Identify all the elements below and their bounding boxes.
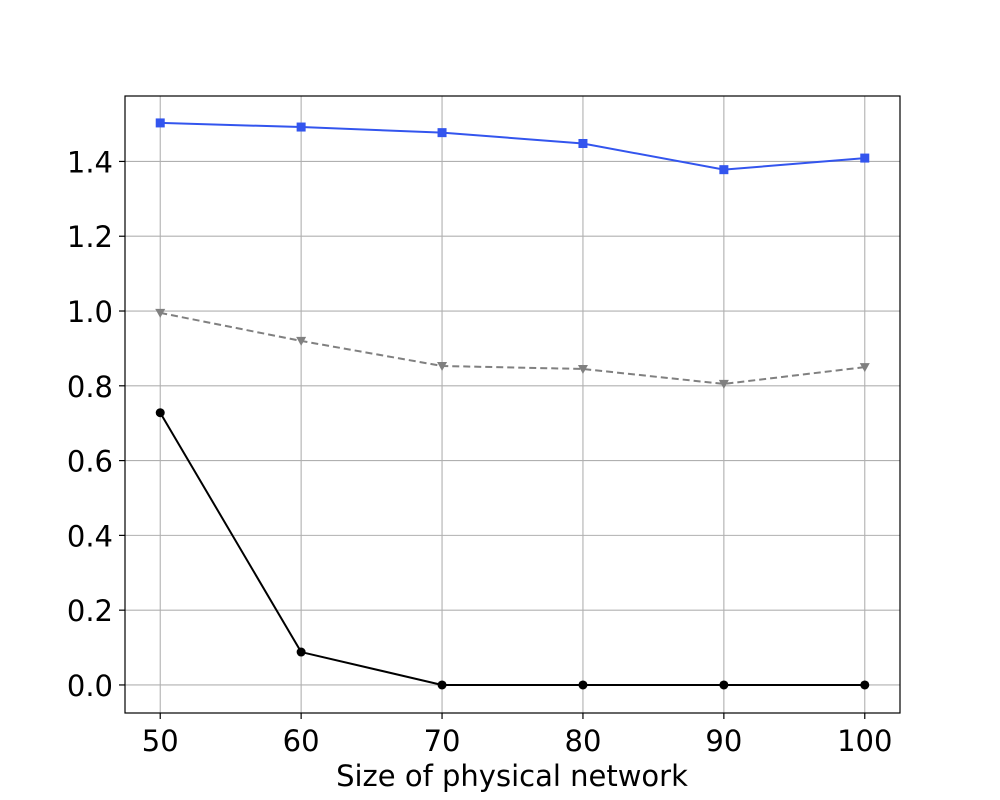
x-axis-label: Size of physical network <box>336 759 688 793</box>
series-3-point <box>578 680 588 690</box>
y-tick-label: 0.0 <box>67 669 113 703</box>
y-tick-label: 0.4 <box>67 519 113 553</box>
series-2-line <box>160 311 865 385</box>
y-tick-label: 0.6 <box>67 445 113 479</box>
y-tick-label: 1.2 <box>67 220 113 254</box>
x-tick-label: 90 <box>705 724 742 758</box>
series-3-point <box>155 408 165 418</box>
series-3 <box>155 408 870 690</box>
plot-frame <box>124 95 901 714</box>
series-2-point <box>577 364 588 374</box>
series-2 <box>155 308 870 389</box>
x-tick-label: 80 <box>565 724 602 758</box>
series-3-point <box>719 680 729 690</box>
series-2-point <box>718 379 729 389</box>
series-3-point <box>296 647 306 657</box>
x-tick-label: 70 <box>424 724 461 758</box>
x-tick-label: 60 <box>283 724 320 758</box>
y-tick-label: 0.2 <box>67 594 113 628</box>
series-1-point <box>296 122 306 132</box>
y-tick-label: 1.0 <box>67 295 113 329</box>
series-1 <box>155 118 870 175</box>
y-tick-label: 0.8 <box>67 370 113 404</box>
x-tick-label: 50 <box>142 724 179 758</box>
series-3-point <box>860 680 870 690</box>
series-3-line <box>159 412 865 686</box>
series-1-point <box>578 138 588 148</box>
series-1-point <box>719 165 729 175</box>
series-2-point <box>859 363 870 373</box>
series-1-line <box>160 121 865 171</box>
series-2-point <box>437 361 448 371</box>
series-2-point <box>155 308 166 318</box>
series-1-point <box>860 153 870 163</box>
series-3-point <box>437 680 447 690</box>
series-layer <box>155 118 870 690</box>
x-tick-label: 100 <box>837 724 892 758</box>
axis-ticks: 50 60 70 80 90 100 0.0 0.2 0.4 0.6 0.8 1.0 1.2 1.4 <box>67 145 893 758</box>
grid <box>125 96 900 713</box>
series-2-point <box>296 336 307 346</box>
series-1-point <box>155 118 165 128</box>
y-tick-label: 1.4 <box>67 145 113 179</box>
series-1-point <box>437 128 447 138</box>
